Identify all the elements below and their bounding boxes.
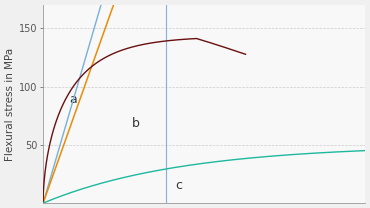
Text: b: b [132, 117, 140, 130]
Y-axis label: Flexural stress in MPa: Flexural stress in MPa [5, 47, 15, 161]
Text: c: c [175, 179, 182, 192]
Text: a: a [69, 93, 77, 106]
